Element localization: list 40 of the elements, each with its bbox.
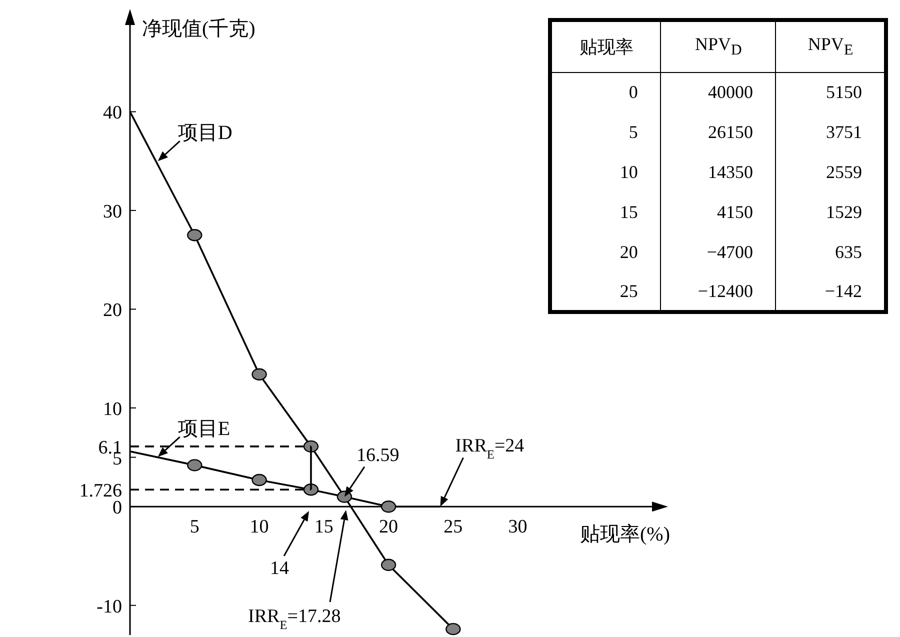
y-tick-label: 20 <box>103 300 122 322</box>
text: 4150 <box>717 202 754 222</box>
x-tick-label: 10 <box>250 516 269 538</box>
x-tick-label: 15 <box>314 516 334 538</box>
text: −142 <box>824 280 862 300</box>
annotation: 5 <box>628 120 639 144</box>
text: 40000 <box>708 82 754 102</box>
text: 2559 <box>826 162 862 182</box>
x-tick-label: 5 <box>190 516 200 538</box>
annotation: IRR$_{E}$=17.28 <box>248 606 341 632</box>
annotation: 25 <box>618 280 639 302</box>
series-label: 项目E <box>178 418 230 440</box>
x-tick-label: 20 <box>379 516 398 538</box>
annotation: IRR$_{E}$=24 <box>455 436 525 462</box>
x-axis-title: 贴现率(%) <box>580 524 670 546</box>
text: NPV$_{E}$ <box>808 34 854 59</box>
text: −12400 <box>698 280 754 300</box>
text: 635 <box>835 242 862 262</box>
annotation: 0 <box>628 80 639 104</box>
annotation: 贴现率 <box>550 20 660 72</box>
annotation: 16.59 <box>356 444 400 466</box>
annotation: 10 <box>618 160 639 184</box>
y-tick-label: 10 <box>103 398 122 420</box>
series-label: 项目D <box>178 122 232 144</box>
text: 14350 <box>708 162 754 182</box>
annotation: 20 <box>618 240 639 264</box>
text: −4700 <box>706 242 754 262</box>
x-tick-label: 25 <box>444 516 463 538</box>
annotation: 14 <box>270 558 290 579</box>
x-tick-label: 30 <box>508 516 528 538</box>
text: 5150 <box>826 82 862 102</box>
text: 26150 <box>708 122 754 142</box>
y-tick-label: 40 <box>103 102 122 124</box>
text: 1529 <box>826 202 862 222</box>
y-tick-label: -10 <box>96 596 122 618</box>
annotation: 15 <box>618 200 639 224</box>
y-axis-title: 净现值(千克) <box>142 18 256 40</box>
text: 3751 <box>826 122 862 142</box>
text: NPV$_{D}$ <box>695 34 742 59</box>
y-tick-label: 30 <box>103 201 122 222</box>
